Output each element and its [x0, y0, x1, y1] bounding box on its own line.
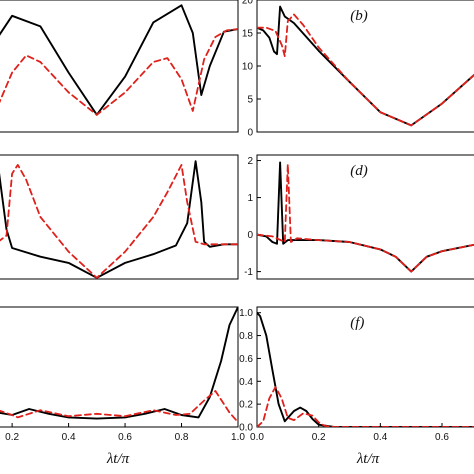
- series-group: [257, 5, 474, 127]
- y-tick-label: 15: [242, 29, 254, 40]
- series-dashed-line: [0, 163, 238, 279]
- y-tick-label: -1: [244, 267, 253, 278]
- y-tick-label: 5: [247, 95, 253, 106]
- panel-d: -1 0 1 2 (d): [244, 154, 474, 280]
- panel-frame: [256, 154, 474, 280]
- x-axis-label: λt/π: [356, 451, 380, 467]
- panel-frame: [0, 0, 239, 133]
- y-tick-label: 0: [247, 128, 253, 139]
- series-group: [0, 307, 238, 424]
- series-dashed-line: [0, 28, 238, 116]
- y-tick-label: 0.4: [239, 377, 253, 388]
- series-solid-line: [0, 307, 238, 420]
- x-tick-label: 0.4: [62, 432, 76, 443]
- x-tick-label: 0.2: [312, 432, 326, 443]
- series-group: [0, 4, 238, 116]
- series-solid-line: [0, 4, 238, 116]
- x-tick-label: 0.6: [118, 432, 132, 443]
- y-tick-label: 0: [247, 230, 253, 241]
- y-tick-label: 0.6: [239, 354, 253, 365]
- x-tick-label: 0.2: [5, 432, 19, 443]
- y-tick-label: 0.8: [239, 331, 253, 342]
- series-dashed-line: [257, 163, 474, 273]
- series-dashed-line: [257, 13, 474, 127]
- panel-e: 0.2 0.4 0.6 0.8 1.0 λt/π: [0, 306, 245, 467]
- x-tick-label: 0.6: [435, 432, 449, 443]
- series-group: [257, 311, 474, 427]
- series-dashed-line: [0, 390, 238, 424]
- y-tick-label: 0.0: [239, 423, 253, 434]
- y-tick-label: 2: [247, 156, 253, 167]
- series-solid-line: [0, 160, 238, 279]
- series-solid-line: [257, 5, 474, 127]
- panel-f: 0.0 0.2 0.4 0.6 0.8 1.0 0.0 0.2 0.4 0.6 (f) λt/π: [239, 306, 474, 467]
- y-tick-label: 0.2: [239, 400, 253, 411]
- y-tick-label: 1: [247, 193, 253, 204]
- x-axis-label: λt/π: [106, 451, 130, 467]
- panel-label: (d): [350, 163, 368, 179]
- series-group: [257, 161, 474, 273]
- panel-frame: [256, 306, 474, 428]
- x-tick-label: 0.8: [175, 432, 189, 443]
- x-tick-label: 1.0: [231, 432, 245, 443]
- series-group: [0, 160, 238, 279]
- panel-frame: [0, 306, 239, 428]
- panel-label: (b): [350, 8, 368, 24]
- x-tick-label: 0.4: [373, 432, 387, 443]
- y-tick-label: 1.0: [239, 308, 253, 319]
- y-tick-label: 20: [242, 0, 254, 7]
- panel-frame: [0, 154, 239, 280]
- series-dashed-line: [257, 386, 474, 427]
- panel-label: (f): [350, 315, 364, 331]
- panel-c: [0, 154, 239, 280]
- series-solid-line: [257, 311, 474, 427]
- y-tick-label: 10: [242, 62, 254, 73]
- panel-a: [0, 0, 239, 133]
- panel-b: 0 5 10 15 20 (b): [242, 0, 474, 139]
- x-tick-label: 0.0: [250, 432, 264, 443]
